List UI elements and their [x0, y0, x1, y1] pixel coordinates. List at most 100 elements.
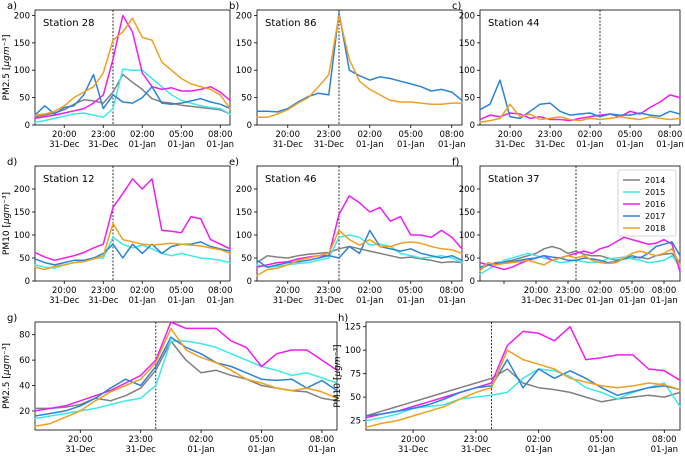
y-tick-label: 150: [459, 39, 475, 49]
legend-label-2014: 2014: [645, 176, 665, 185]
x-tick-label-date: 01-Jan: [438, 296, 465, 306]
panel-title: Station 37: [488, 174, 539, 185]
y-tick-label: 50: [241, 94, 252, 104]
series-line-2016: [479, 236, 681, 273]
x-tick-label-date: 01-Jan: [129, 140, 156, 150]
y-tick-label: 100: [236, 231, 252, 241]
x-tick-label-date: 01-Jan: [618, 296, 645, 306]
series-line-2017: [34, 241, 231, 266]
x-tick-label-time: 05:00: [618, 130, 643, 140]
y-axis-label: PM10 [µgm⁻³]: [2, 192, 12, 255]
y-tick-label: 80: [19, 331, 30, 341]
series-line-2017: [34, 73, 231, 116]
x-tick-label-date: 31-Dec: [398, 445, 429, 455]
y-tick-label: 200: [14, 11, 30, 21]
x-tick-label-date: 31-Dec: [314, 140, 345, 150]
x-tick-label-time: 02:00: [189, 435, 214, 445]
y-tick-label: 0: [25, 277, 30, 287]
series-line-2015: [34, 68, 231, 124]
x-tick-label-date: 31-Dec: [495, 140, 526, 150]
x-tick-label-date: 01-Jan: [356, 296, 383, 306]
x-tick-label-time: 05:00: [399, 130, 424, 140]
y-tick-label: 150: [14, 39, 30, 49]
legend-label-2017: 2017: [645, 212, 665, 221]
series-line-2018: [365, 349, 681, 428]
x-tick-label-time: 08:00: [440, 130, 465, 140]
x-tick-label-date: 01-Jan: [397, 140, 424, 150]
x-tick-label-date: 31-Dec: [273, 140, 304, 150]
x-tick-label-time: 08:00: [208, 130, 233, 140]
x-tick-label-time: 23:00: [538, 130, 563, 140]
axes-frame: [365, 321, 681, 431]
y-axis-label: PM2.5 [µgm⁻³]: [2, 343, 12, 409]
x-tick-label-time: 05:00: [169, 130, 194, 140]
series-line-2016: [34, 321, 338, 412]
x-tick-label-time: 20:00: [276, 286, 301, 296]
panel-d: 05010015020020:0031-Dec23:0031-Dec02:000…: [2, 157, 234, 306]
series-line-2017: [256, 229, 463, 268]
y-tick-label: 100: [345, 346, 361, 356]
y-tick-label: 50: [464, 254, 475, 264]
y-tick-label: 150: [236, 208, 252, 218]
panel-title: Station 86: [265, 18, 316, 29]
panel-label: g): [7, 313, 17, 324]
x-tick-label-date: 31-Dec: [88, 296, 119, 306]
x-tick-label-date: 01-Jan: [651, 445, 678, 455]
series-line-2015: [256, 234, 463, 268]
x-tick-label-time: 05:00: [589, 435, 614, 445]
x-tick-label-time: 05:00: [169, 286, 194, 296]
axes-frame: [256, 165, 463, 282]
y-axis-label: PM10 [µgm⁻³]: [333, 344, 343, 407]
x-tick-label-date: 31-Dec: [65, 445, 96, 455]
series-line-2018: [34, 17, 231, 116]
x-tick-label-date: 31-Dec: [49, 140, 80, 150]
x-tick-label-date: 01-Jan: [168, 296, 195, 306]
y-tick-label: 50: [350, 393, 361, 403]
panel-a: 05010015020020:0031-Dec23:0031-Dec02:000…: [2, 1, 234, 150]
x-tick-label-time: 23:00: [317, 130, 342, 140]
panel-label: a): [7, 1, 17, 12]
y-tick-label: 100: [236, 66, 252, 76]
x-tick-label-time: 02:00: [526, 435, 551, 445]
series-line-2017: [34, 336, 338, 417]
x-tick-label-date: 01-Jan: [656, 140, 683, 150]
panel-label: h): [338, 313, 348, 324]
x-tick-label-time: 05:00: [249, 435, 274, 445]
x-tick-label-time: 20:00: [52, 130, 77, 140]
axes-frame: [256, 9, 463, 126]
panel-label: b): [229, 1, 239, 12]
x-tick-label-time: 23:00: [317, 286, 342, 296]
x-tick-label-time: 23:00: [464, 435, 489, 445]
y-tick-label: 0: [25, 121, 30, 131]
y-axis-label: PM2.5 [µgm⁻³]: [2, 35, 12, 101]
panel-title: Station 28: [43, 18, 94, 29]
x-tick-label-date: 31-Dec: [88, 140, 119, 150]
legend-box: [617, 169, 677, 237]
x-tick-label-time: 20:00: [52, 286, 77, 296]
y-tick-label: 0: [247, 121, 252, 131]
legend-label-2015: 2015: [645, 188, 665, 197]
x-tick-label-time: 08:00: [440, 286, 465, 296]
x-tick-label-date: 31-Dec: [273, 296, 304, 306]
y-tick-label: 50: [241, 254, 252, 264]
series-line-2015: [479, 252, 681, 275]
legend: 2014 2015 2016 2017 2018: [617, 169, 677, 237]
y-tick-label: 100: [459, 231, 475, 241]
x-tick-label-time: 02:00: [358, 286, 383, 296]
axes-frame: [34, 165, 231, 282]
y-tick-label: 100: [459, 66, 475, 76]
y-tick-label: 50: [464, 94, 475, 104]
y-tick-label: 100: [14, 231, 30, 241]
x-tick-label-date: 01-Jan: [438, 140, 465, 150]
panel-c: 05010015020020:0031-Dec23:0031-Dec02:000…: [452, 1, 684, 150]
y-tick-label: 25: [350, 417, 361, 427]
panel-e: 05010015020020:0031-Dec23:0031-Dec02:000…: [229, 157, 465, 306]
y-tick-label: 50: [19, 94, 30, 104]
series-line-2018: [34, 222, 231, 271]
x-tick-label-date: 01-Jan: [588, 445, 615, 455]
panel-g: 2040608020:0031-Dec23:0031-Dec02:0001-Ja…: [2, 313, 338, 455]
x-tick-label-time: 02:00: [578, 130, 603, 140]
y-tick-label: 150: [14, 208, 30, 218]
series-line-2016: [34, 178, 231, 262]
